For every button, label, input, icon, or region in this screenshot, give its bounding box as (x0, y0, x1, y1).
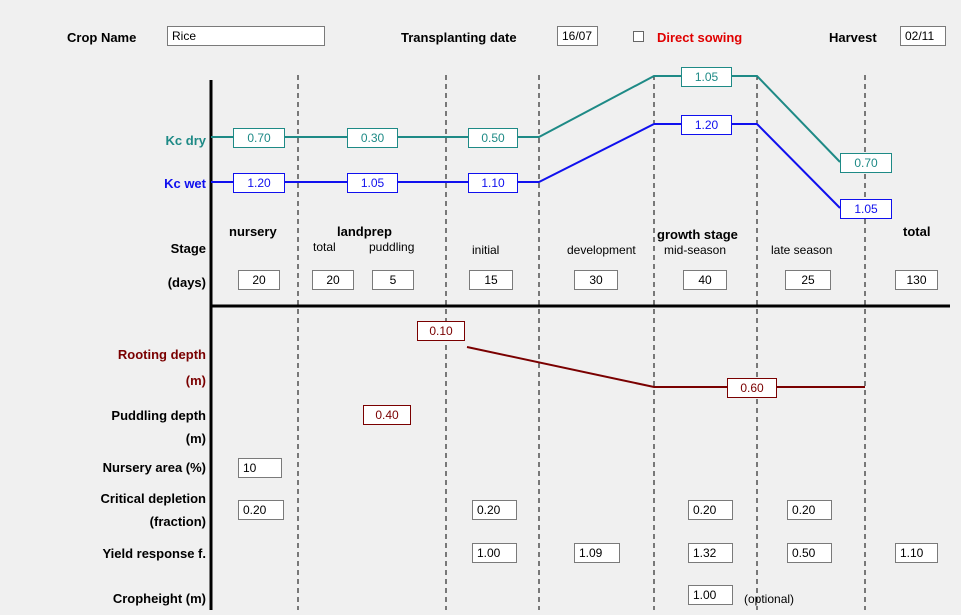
cropheight-input[interactable]: 1.00 (688, 585, 733, 605)
yield-response-initial-input[interactable]: 1.00 (472, 543, 517, 563)
rooting-depth-start-input[interactable]: 0.10 (417, 321, 465, 341)
days-late-season-input[interactable]: 25 (785, 270, 831, 290)
rooting-depth-label: Rooting depth (117, 347, 206, 362)
kc-wet-mid-season-input[interactable]: 1.20 (681, 115, 732, 135)
direct-sowing-checkbox[interactable] (633, 31, 644, 42)
yield-response-total-input[interactable]: 1.10 (895, 543, 938, 563)
stage-landprep-header: landprep (337, 224, 392, 239)
stage-mid-season-label: mid-season (664, 243, 727, 257)
critical-depletion-nursery-input[interactable]: 0.20 (238, 500, 284, 520)
kc-dry-line (211, 75, 841, 163)
rooting-depth-line (466, 346, 865, 388)
days-puddling-input[interactable]: 5 (372, 270, 414, 290)
kc-dry-nursery-input[interactable]: 0.70 (233, 128, 285, 148)
kc-wet-initial-input[interactable]: 1.10 (468, 173, 518, 193)
rooting-depth-max-input[interactable]: 0.60 (727, 378, 777, 398)
days-mid-season-input[interactable]: 40 (683, 270, 727, 290)
yield-response-late-season-input[interactable]: 0.50 (787, 543, 832, 563)
stage-nursery-header: nursery (229, 224, 277, 239)
kc-dry-label: Kc dry (165, 133, 206, 148)
kc-dry-end-input[interactable]: 0.70 (840, 153, 892, 173)
crop-name-label: Crop Name (67, 30, 137, 45)
cropheight-optional-note: (optional) (744, 592, 795, 606)
transplanting-date-input[interactable]: 16/07 (557, 26, 598, 46)
critical-depletion-unit: (fraction) (149, 514, 206, 529)
puddling-depth-unit: (m) (185, 431, 206, 446)
landprep-puddling-label: puddling (369, 240, 415, 254)
crop-name-input[interactable]: Rice (167, 26, 325, 46)
puddling-depth-input[interactable]: 0.40 (363, 405, 411, 425)
days-initial-input[interactable]: 15 (469, 270, 513, 290)
yield-response-label: Yield response f. (102, 546, 206, 561)
kc-wet-end-input[interactable]: 1.05 (840, 199, 892, 219)
critical-depletion-initial-input[interactable]: 0.20 (472, 500, 517, 520)
days-label: (days) (167, 275, 206, 290)
days-nursery-input[interactable]: 20 (238, 270, 280, 290)
critical-depletion-mid-season-input[interactable]: 0.20 (688, 500, 733, 520)
critical-depletion-late-season-input[interactable]: 0.20 (787, 500, 832, 520)
yield-response-mid-season-input[interactable]: 1.32 (688, 543, 733, 563)
days-development-input[interactable]: 30 (574, 270, 618, 290)
kc-dry-mid-season-input[interactable]: 1.05 (681, 67, 732, 87)
harvest-input[interactable]: 02/11 (900, 26, 946, 46)
kc-dry-initial-input[interactable]: 0.50 (468, 128, 518, 148)
stage-development-label: development (567, 243, 636, 257)
kc-dry-landprep-input[interactable]: 0.30 (347, 128, 398, 148)
stage-initial-label: initial (472, 243, 500, 257)
critical-depletion-label: Critical depletion (100, 491, 206, 506)
stage-late-season-label: late season (771, 243, 833, 257)
rooting-depth-unit: (m) (185, 373, 206, 388)
kc-wet-landprep-input[interactable]: 1.05 (347, 173, 398, 193)
stage-label: Stage (170, 241, 206, 256)
cropheight-label: Cropheight (m) (112, 591, 206, 606)
nursery-area-label: Nursery area (%) (102, 460, 206, 475)
direct-sowing-label: Direct sowing (657, 30, 743, 45)
harvest-label: Harvest (829, 30, 877, 45)
stage-total-header: total (903, 224, 931, 239)
days-total-value: 130 (895, 270, 938, 290)
yield-response-development-input[interactable]: 1.09 (574, 543, 620, 563)
landprep-total-label: total (313, 240, 336, 254)
puddling-depth-label: Puddling depth (111, 408, 206, 423)
kc-wet-label: Kc wet (164, 176, 206, 191)
kc-wet-line (211, 123, 841, 209)
transplanting-date-label: Transplanting date (401, 30, 517, 45)
nursery-area-input[interactable]: 10 (238, 458, 282, 478)
kc-wet-nursery-input[interactable]: 1.20 (233, 173, 285, 193)
days-landprep-total-input[interactable]: 20 (312, 270, 354, 290)
stage-growth-header: growth stage (657, 227, 738, 242)
